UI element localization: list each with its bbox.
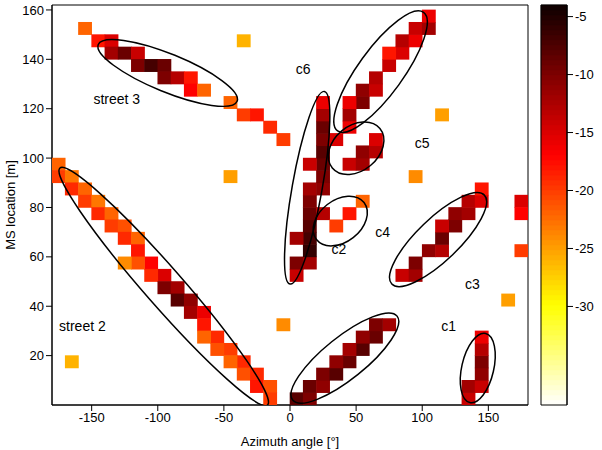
svg-text:c3: c3 xyxy=(465,276,480,292)
svg-text:100: 100 xyxy=(22,151,44,166)
svg-text:-100: -100 xyxy=(145,410,171,425)
svg-text:-15: -15 xyxy=(575,125,594,140)
svg-text:street 3: street 3 xyxy=(93,91,140,107)
svg-text:80: 80 xyxy=(30,200,44,215)
svg-text:160: 160 xyxy=(22,3,44,18)
svg-text:MS location [m]: MS location [m] xyxy=(3,160,18,250)
svg-text:150: 150 xyxy=(477,410,499,425)
svg-text:-50: -50 xyxy=(214,410,233,425)
svg-text:-25: -25 xyxy=(575,241,594,256)
svg-text:100: 100 xyxy=(411,410,433,425)
svg-text:-10: -10 xyxy=(575,67,594,82)
svg-text:0: 0 xyxy=(286,410,293,425)
svg-text:c1: c1 xyxy=(441,318,456,334)
svg-text:60: 60 xyxy=(30,249,44,264)
svg-text:-150: -150 xyxy=(79,410,105,425)
svg-text:Azimuth angle [°]: Azimuth angle [°] xyxy=(241,434,339,449)
svg-text:140: 140 xyxy=(22,52,44,67)
svg-text:c2: c2 xyxy=(332,241,347,257)
svg-text:-5: -5 xyxy=(575,9,587,24)
svg-text:c6: c6 xyxy=(296,61,311,77)
svg-text:120: 120 xyxy=(22,101,44,116)
svg-text:-20: -20 xyxy=(575,183,594,198)
svg-text:40: 40 xyxy=(30,299,44,314)
svg-text:c4: c4 xyxy=(375,224,390,240)
svg-text:20: 20 xyxy=(30,348,44,363)
svg-text:street 2: street 2 xyxy=(59,318,106,334)
svg-text:50: 50 xyxy=(349,410,363,425)
svg-text:c5: c5 xyxy=(415,135,430,151)
svg-text:-30: -30 xyxy=(575,299,594,314)
